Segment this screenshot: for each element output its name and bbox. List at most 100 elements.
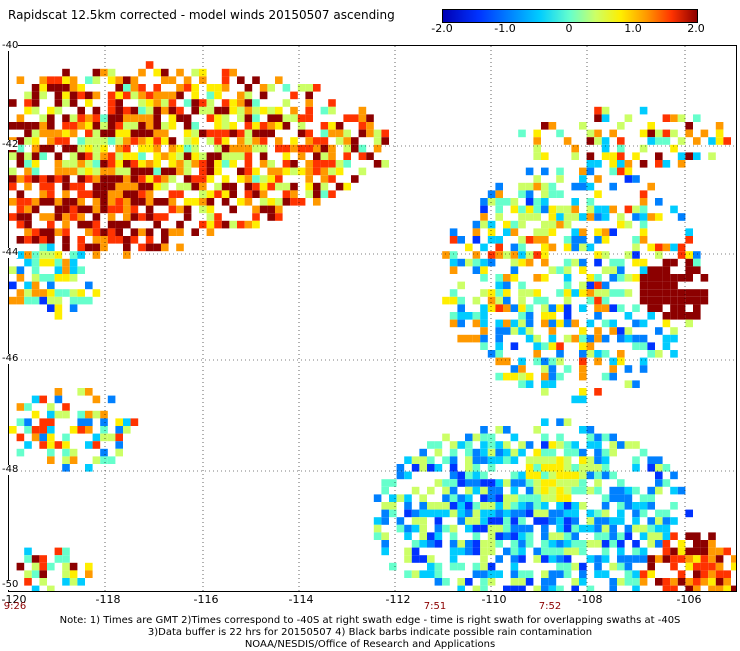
wind-cell — [548, 570, 557, 578]
wind-cell — [518, 213, 526, 221]
wind-cell — [297, 84, 306, 92]
wind-cell — [579, 182, 587, 191]
wind-cell — [548, 266, 557, 274]
wind-cell — [85, 220, 93, 229]
wind-cell — [465, 494, 473, 502]
wind-cell — [594, 441, 602, 449]
wind-cell — [624, 220, 633, 229]
wind-cell — [54, 228, 63, 236]
wind-cell — [480, 540, 488, 548]
wind-cell — [100, 160, 108, 168]
wind-cell — [16, 175, 25, 183]
wind-cell — [16, 114, 25, 122]
wind-cell — [533, 342, 541, 350]
wind-cell — [229, 160, 237, 168]
wind-cell — [92, 395, 101, 404]
wind-cell — [533, 448, 541, 457]
wind-cell — [85, 99, 93, 107]
wind-cell — [24, 547, 32, 556]
wind-cell — [693, 570, 701, 578]
wind-cell — [594, 327, 602, 335]
wind-cell — [579, 327, 587, 335]
wind-cell — [328, 175, 336, 183]
wind-cell — [183, 182, 192, 191]
wind-cell — [69, 122, 78, 130]
wind-cell — [107, 182, 116, 191]
wind-cell — [449, 258, 458, 267]
wind-cell — [731, 585, 736, 591]
wind-cell — [449, 479, 458, 487]
wind-cell — [39, 418, 47, 426]
wind-cell — [556, 502, 564, 510]
wind-cell — [693, 578, 701, 586]
wind-cell — [343, 114, 351, 122]
wind-cell — [647, 122, 655, 130]
wind-cell — [541, 494, 549, 502]
wind-cell — [221, 160, 230, 168]
wind-cell — [503, 479, 511, 487]
wind-cell — [297, 152, 306, 160]
wind-cell — [586, 471, 595, 480]
wind-cell — [100, 129, 108, 138]
wind-cell — [624, 175, 633, 183]
wind-cell — [487, 433, 496, 442]
wind-cell — [541, 296, 549, 305]
wind-cell — [609, 365, 617, 373]
wind-cell — [586, 509, 595, 518]
wind-cell — [624, 494, 633, 502]
wind-cell — [480, 266, 488, 274]
wind-cell — [556, 266, 564, 274]
wind-cell — [624, 524, 633, 533]
wind-cell — [541, 152, 549, 160]
wind-cell — [47, 114, 55, 122]
wind-cell — [168, 99, 177, 107]
wind-cell — [9, 296, 17, 305]
wind-cell — [480, 342, 488, 350]
wind-cell — [457, 509, 465, 518]
wind-cell — [259, 84, 268, 92]
wind-cell — [77, 175, 85, 183]
wind-cell — [647, 456, 655, 464]
wind-cell — [533, 464, 541, 472]
wind-cell — [715, 137, 724, 145]
wind-cell — [328, 152, 336, 160]
wind-cell — [457, 517, 465, 525]
wind-cell — [533, 213, 541, 221]
wind-cell — [47, 304, 55, 312]
wind-cell — [123, 122, 131, 130]
wind-cell — [47, 106, 55, 115]
wind-cell — [199, 68, 207, 77]
wind-cell — [495, 448, 503, 457]
wind-cell — [601, 494, 610, 502]
wind-cell — [670, 296, 678, 305]
wind-cell — [586, 152, 595, 160]
wind-cell — [541, 122, 549, 130]
wind-cell — [69, 456, 78, 464]
wind-cell — [525, 327, 534, 335]
wind-cell — [685, 547, 693, 556]
wind-cell — [594, 448, 602, 457]
wind-cell — [297, 144, 306, 153]
wind-cell — [457, 562, 465, 571]
wind-cell — [85, 296, 93, 305]
wind-cell — [351, 144, 359, 153]
wind-cell — [472, 448, 481, 457]
wind-cell — [480, 304, 488, 312]
wind-cell — [563, 448, 572, 457]
wind-cell — [693, 251, 701, 259]
wind-cell — [655, 350, 663, 358]
wind-cell — [373, 144, 382, 153]
wind-cell — [624, 289, 633, 297]
wind-cell — [518, 182, 526, 191]
wind-cell — [639, 334, 648, 343]
wind-cell — [632, 205, 640, 214]
wind-cell — [510, 578, 519, 586]
wind-cell — [404, 502, 412, 510]
wind-cell — [107, 220, 116, 229]
wind-cell — [541, 540, 549, 548]
wind-cell — [723, 585, 731, 591]
wind-cell — [541, 274, 549, 282]
wind-cell — [62, 76, 70, 84]
wind-cell — [548, 304, 557, 312]
wind-cell — [92, 190, 101, 198]
